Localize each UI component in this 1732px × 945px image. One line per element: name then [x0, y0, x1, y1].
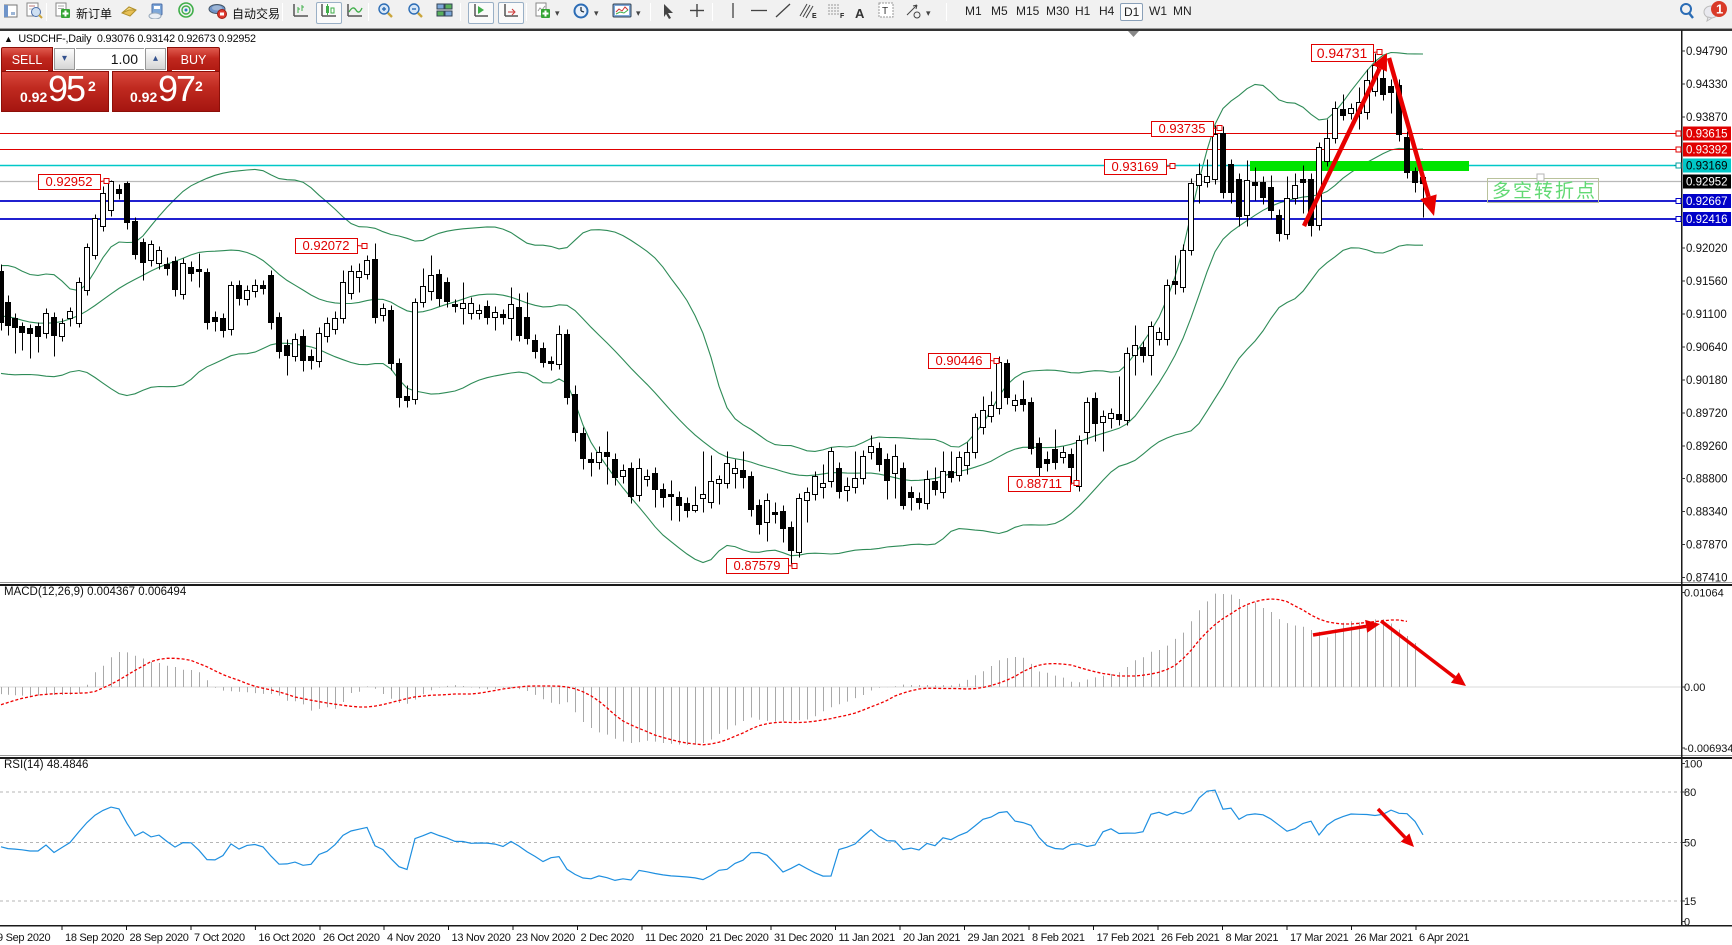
svg-text:F: F: [840, 13, 845, 19]
svg-text:21 Dec 2020: 21 Dec 2020: [710, 932, 769, 944]
svg-text:RSI(14) 48.4846: RSI(14) 48.4846: [4, 759, 88, 771]
svg-text:0.89720: 0.89720: [1686, 408, 1728, 420]
svg-text:0.00: 0.00: [1684, 682, 1705, 694]
svg-text:11 Jan 2021: 11 Jan 2021: [839, 932, 896, 944]
svg-text:4 Nov 2020: 4 Nov 2020: [387, 932, 440, 944]
svg-text:0.93870: 0.93870: [1686, 112, 1728, 124]
svg-text:0.90446: 0.90446: [936, 353, 983, 368]
svg-text:0.94731: 0.94731: [1317, 45, 1368, 61]
svg-text:0.01064: 0.01064: [1684, 588, 1724, 600]
svg-text:8 Mar 2021: 8 Mar 2021: [1226, 932, 1279, 944]
svg-text:0.87579: 0.87579: [734, 558, 781, 573]
svg-text:0.93735: 0.93735: [1159, 121, 1206, 136]
svg-text:0.92952: 0.92952: [46, 174, 93, 189]
svg-text:20 Jan 2021: 20 Jan 2021: [903, 932, 960, 944]
svg-text:15: 15: [1684, 896, 1696, 908]
svg-text:7 Oct 2020: 7 Oct 2020: [194, 932, 245, 944]
svg-text:0.87870: 0.87870: [1686, 540, 1728, 552]
svg-text:9 Sep 2020: 9 Sep 2020: [0, 932, 50, 944]
svg-text:31 Dec 2020: 31 Dec 2020: [774, 932, 833, 944]
svg-text:11 Dec 2020: 11 Dec 2020: [645, 932, 703, 944]
svg-text:17 Feb 2021: 17 Feb 2021: [1097, 932, 1156, 944]
svg-text:0.90640: 0.90640: [1686, 342, 1728, 354]
svg-text:0.92667: 0.92667: [1686, 196, 1728, 208]
svg-text:18 Sep 2020: 18 Sep 2020: [65, 932, 124, 944]
svg-text:0.88711: 0.88711: [1016, 476, 1062, 491]
svg-text:0.93169: 0.93169: [1686, 161, 1728, 173]
svg-text:2 Dec 2020: 2 Dec 2020: [581, 932, 634, 944]
svg-text:0.94790: 0.94790: [1686, 46, 1728, 58]
svg-text:-0.006934: -0.006934: [1684, 743, 1732, 755]
svg-text:0.88800: 0.88800: [1686, 474, 1728, 486]
svg-text:50: 50: [1684, 838, 1696, 850]
svg-text:26 Mar 2021: 26 Mar 2021: [1355, 932, 1414, 944]
svg-text:MACD(12,26,9) 0.004367 0.00649: MACD(12,26,9) 0.004367 0.006494: [4, 586, 187, 598]
svg-text:100: 100: [1684, 759, 1702, 771]
svg-text:13 Nov 2020: 13 Nov 2020: [452, 932, 511, 944]
svg-text:0.92072: 0.92072: [303, 238, 350, 253]
svg-text:26 Feb 2021: 26 Feb 2021: [1161, 932, 1220, 944]
svg-text:0.93169: 0.93169: [1112, 159, 1159, 174]
svg-text:0.91100: 0.91100: [1686, 309, 1727, 321]
svg-text:23 Nov 2020: 23 Nov 2020: [516, 932, 575, 944]
svg-text:0.94330: 0.94330: [1686, 79, 1728, 91]
svg-text:0.92952: 0.92952: [1686, 177, 1728, 189]
svg-text:0.87410: 0.87410: [1686, 573, 1728, 585]
svg-text:0.88340: 0.88340: [1686, 507, 1728, 519]
svg-text:17 Mar 2021: 17 Mar 2021: [1290, 932, 1349, 944]
svg-text:28 Sep 2020: 28 Sep 2020: [130, 932, 189, 944]
svg-text:T: T: [882, 6, 888, 17]
svg-text:1: 1: [1716, 1, 1723, 16]
svg-text:0.93392: 0.93392: [1686, 145, 1728, 157]
svg-text:6 Apr 2021: 6 Apr 2021: [1419, 932, 1469, 944]
svg-text:E: E: [812, 13, 817, 19]
svg-text:0.92416: 0.92416: [1686, 214, 1728, 226]
svg-text:29 Jan 2021: 29 Jan 2021: [968, 932, 1025, 944]
svg-text:0.93615: 0.93615: [1686, 129, 1728, 141]
svg-text:0.91560: 0.91560: [1686, 276, 1728, 288]
svg-text:0.90180: 0.90180: [1686, 375, 1728, 387]
svg-text:0.89260: 0.89260: [1686, 441, 1728, 453]
svg-text:26 Oct 2020: 26 Oct 2020: [323, 932, 380, 944]
svg-text:0: 0: [1684, 917, 1690, 929]
svg-text:8 Feb 2021: 8 Feb 2021: [1032, 932, 1085, 944]
svg-text:80: 80: [1684, 787, 1696, 799]
svg-text:多空转折点: 多空转折点: [1492, 180, 1597, 202]
svg-text:16 Oct 2020: 16 Oct 2020: [258, 932, 315, 944]
svg-text:0.92020: 0.92020: [1686, 243, 1728, 255]
